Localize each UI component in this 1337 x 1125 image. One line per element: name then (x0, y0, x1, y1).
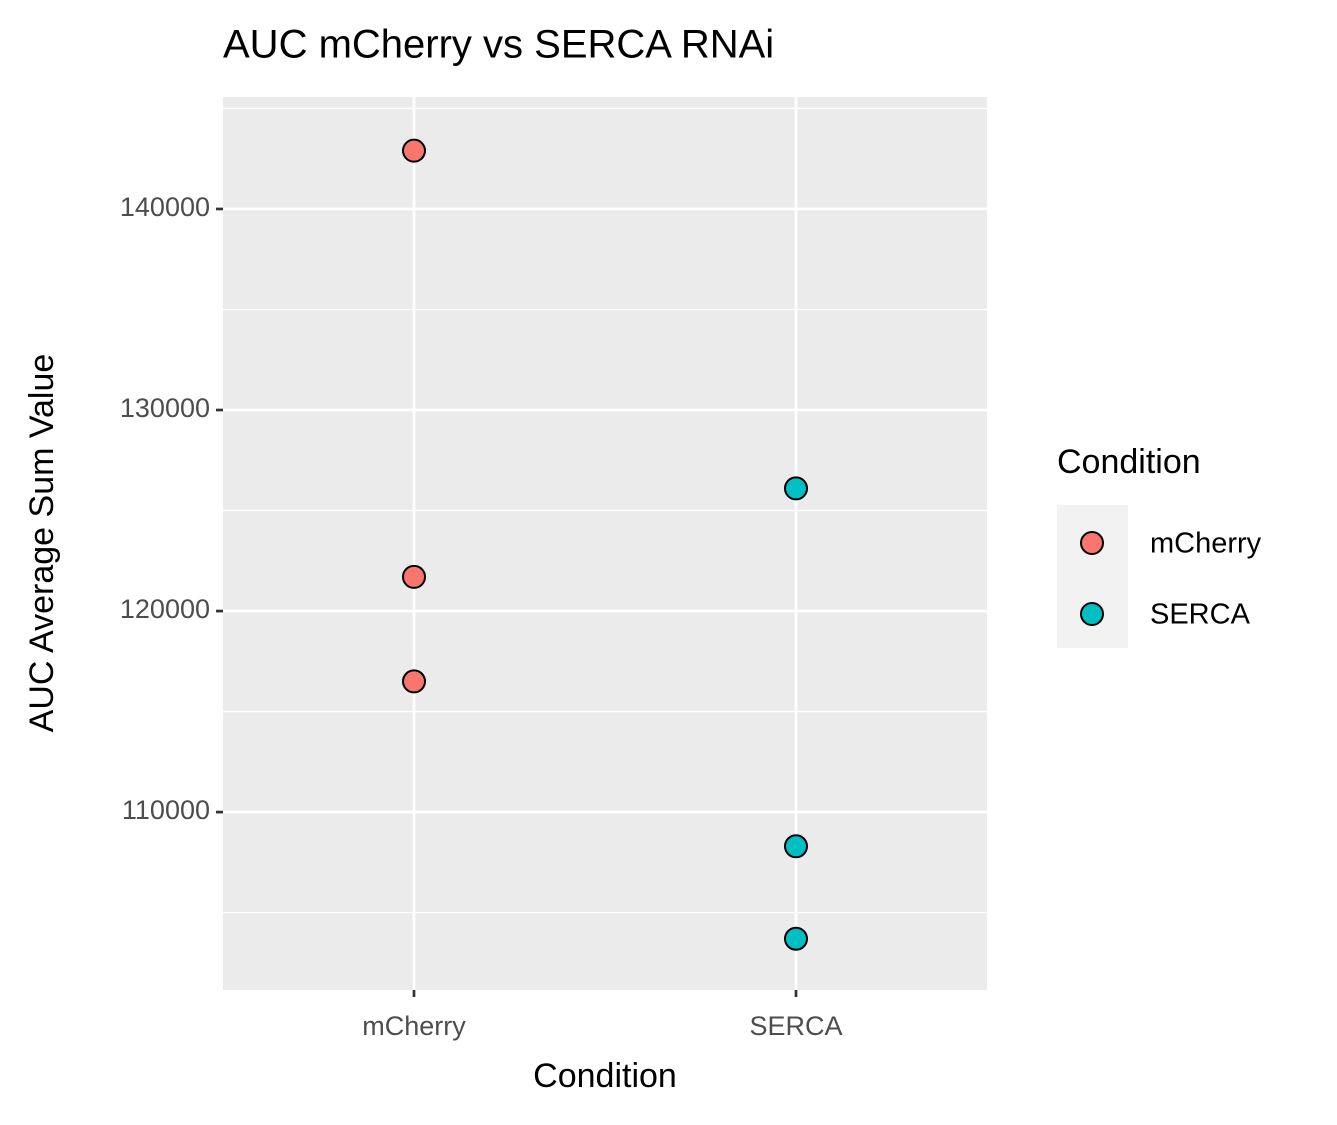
legend-key (1080, 602, 1104, 626)
legend-label: SERCA (1150, 599, 1251, 631)
point (402, 138, 426, 163)
y-tick-label: 130000 (120, 393, 210, 423)
y-tick-label: 110000 (122, 795, 210, 825)
y-axis-label: AUC Average Sum Value (23, 354, 61, 733)
x-axis-label: Condition (533, 1057, 677, 1095)
point (784, 476, 808, 501)
x-tick-label: SERCA (749, 1011, 842, 1041)
point (402, 564, 426, 589)
point (402, 669, 426, 694)
legend-label: mCherry (1150, 528, 1262, 560)
point (784, 926, 808, 951)
point (784, 834, 808, 859)
y-tick-label: 140000 (120, 192, 210, 222)
chart-title: AUC mCherry vs SERCA RNAi (223, 23, 774, 67)
y-tick-label: 120000 (120, 594, 210, 624)
plot-panel (223, 97, 987, 990)
legend-key-background (1057, 505, 1128, 648)
x-tick-label: mCherry (362, 1011, 466, 1041)
legend-key (1080, 531, 1104, 555)
legend-title: Condition (1057, 443, 1201, 481)
